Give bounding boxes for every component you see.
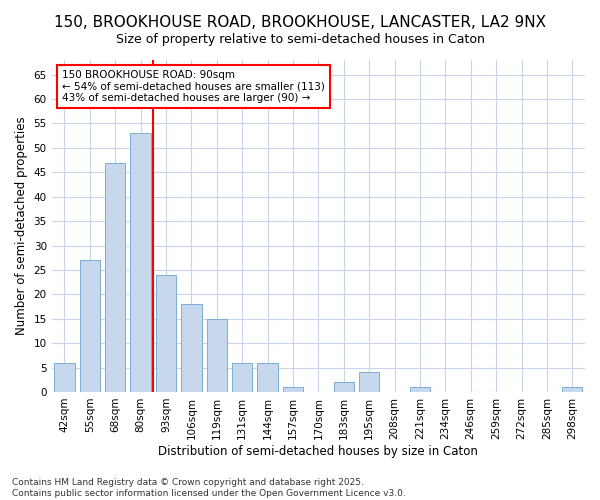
Bar: [257, 362, 278, 392]
Text: 150, BROOKHOUSE ROAD, BROOKHOUSE, LANCASTER, LA2 9NX: 150, BROOKHOUSE ROAD, BROOKHOUSE, LANCAS…: [54, 15, 546, 30]
Bar: [410, 387, 430, 392]
Bar: [562, 387, 583, 392]
Text: Size of property relative to semi-detached houses in Caton: Size of property relative to semi-detach…: [116, 32, 484, 46]
Y-axis label: Number of semi-detached properties: Number of semi-detached properties: [15, 116, 28, 336]
Text: 150 BROOKHOUSE ROAD: 90sqm
← 54% of semi-detached houses are smaller (113)
43% o: 150 BROOKHOUSE ROAD: 90sqm ← 54% of semi…: [62, 70, 325, 103]
Bar: [130, 133, 151, 392]
Bar: [105, 162, 125, 392]
Text: Contains HM Land Registry data © Crown copyright and database right 2025.
Contai: Contains HM Land Registry data © Crown c…: [12, 478, 406, 498]
Bar: [334, 382, 354, 392]
Bar: [156, 275, 176, 392]
Bar: [80, 260, 100, 392]
Bar: [54, 362, 74, 392]
Bar: [181, 304, 202, 392]
Bar: [206, 318, 227, 392]
X-axis label: Distribution of semi-detached houses by size in Caton: Distribution of semi-detached houses by …: [158, 444, 478, 458]
Bar: [283, 387, 303, 392]
Bar: [232, 362, 253, 392]
Bar: [359, 372, 379, 392]
